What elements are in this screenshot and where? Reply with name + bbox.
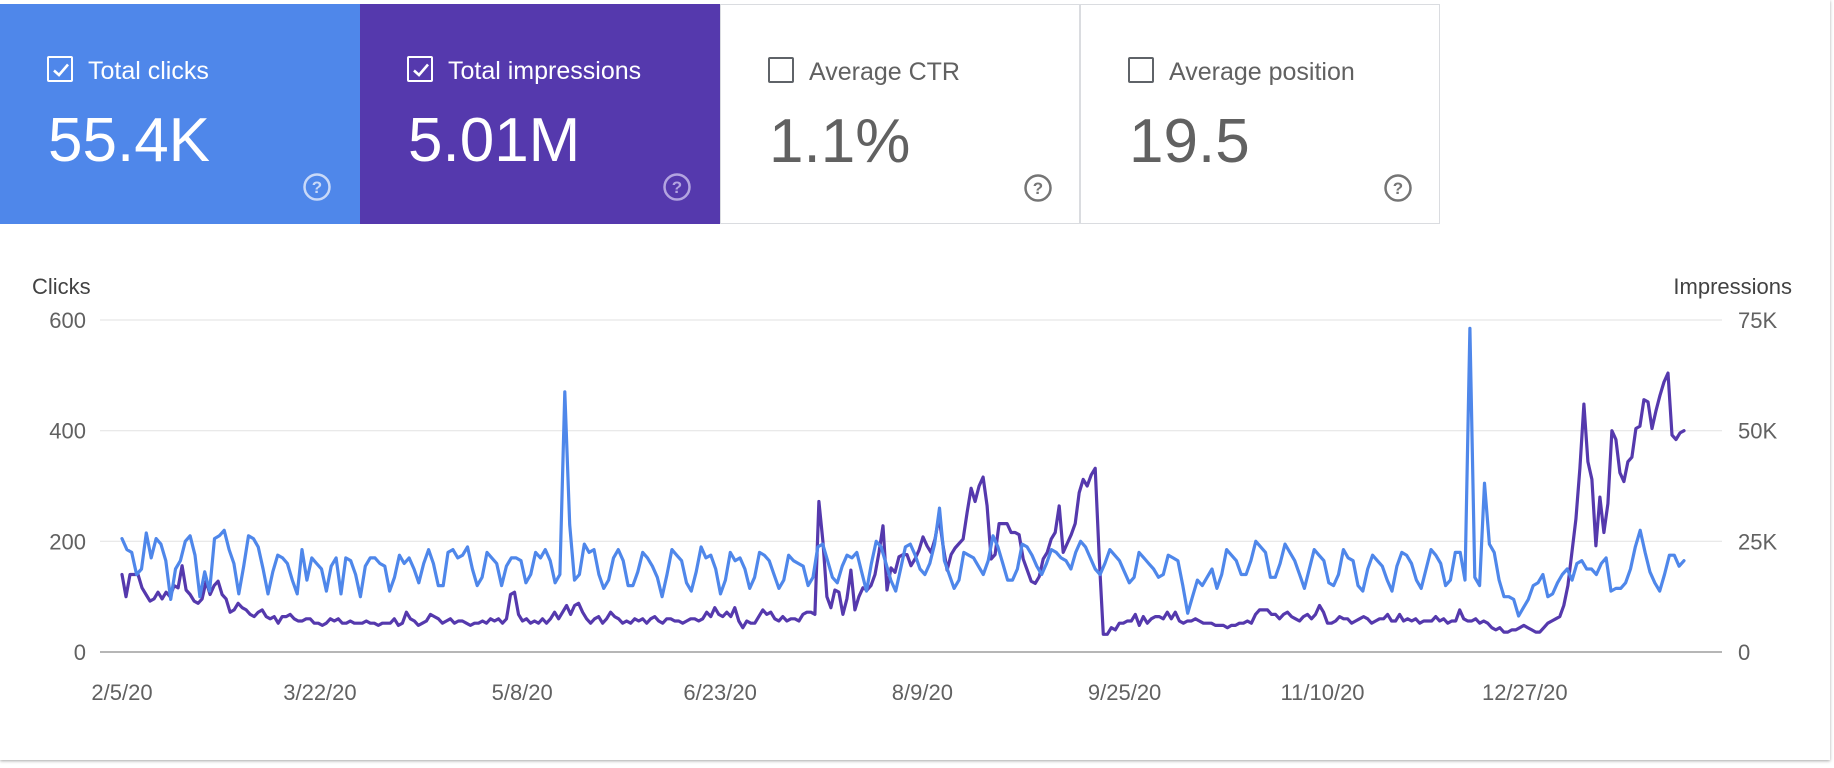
metric-cards: Total clicks 55.4K ? Total impressions 5…	[0, 4, 1440, 224]
y-axis-right-title: Impressions	[1673, 274, 1792, 299]
metric-value: 5.01M	[408, 106, 581, 175]
metric-label: Total clicks	[88, 57, 209, 85]
y-tick-label-left: 200	[49, 529, 86, 554]
y-tick-label-right: 75K	[1738, 308, 1777, 333]
x-tick-label: 11/10/20	[1281, 680, 1365, 705]
svg-text:?: ?	[1033, 179, 1043, 198]
metric-card-average-position[interactable]: Average position 19.5 ?	[1080, 4, 1440, 224]
y-tick-label-right: 0	[1738, 640, 1750, 665]
y-tick-label-left: 400	[49, 419, 86, 444]
y-axis-left-title: Clicks	[32, 274, 91, 299]
x-tick-label: 12/27/20	[1482, 680, 1568, 705]
series-line-total-clicks[interactable]	[120, 326, 1686, 618]
metric-value: 1.1%	[769, 107, 911, 176]
y-tick-label-right: 25K	[1738, 529, 1777, 554]
metric-value: 19.5	[1129, 107, 1250, 176]
x-tick-label: 3/22/20	[283, 680, 356, 705]
x-tick-label: 2/5/20	[91, 680, 152, 705]
checkbox-checked-icon[interactable]	[407, 56, 433, 82]
y-tick-label-left: 600	[49, 308, 86, 333]
help-circle-icon[interactable]: ?	[662, 172, 692, 202]
help-circle-icon[interactable]: ?	[1023, 173, 1053, 203]
svg-text:?: ?	[672, 178, 682, 197]
checkbox-unchecked-icon[interactable]	[1128, 57, 1154, 83]
metric-label: Average position	[1169, 58, 1355, 86]
metric-label: Average CTR	[809, 58, 960, 86]
checkbox-checked-icon[interactable]	[47, 56, 73, 82]
help-circle-icon[interactable]: ?	[1383, 173, 1413, 203]
x-tick-label: 8/9/20	[892, 680, 953, 705]
x-tick-label: 6/23/20	[683, 680, 756, 705]
svg-text:?: ?	[312, 178, 322, 197]
metric-card-total-clicks[interactable]: Total clicks 55.4K ?	[0, 4, 360, 224]
y-tick-label-left: 0	[74, 640, 86, 665]
x-tick-label: 9/25/20	[1088, 680, 1161, 705]
metric-card-total-impressions[interactable]: Total impressions 5.01M ?	[360, 4, 720, 224]
help-circle-icon[interactable]: ?	[302, 172, 332, 202]
metric-label: Total impressions	[448, 57, 642, 85]
series-line-total-impressions[interactable]	[120, 371, 1686, 636]
checkbox-unchecked-icon[interactable]	[768, 57, 794, 83]
performance-chart[interactable]: Clicks Impressions 0 200 400 600 0 25K 50K 75K…	[0, 260, 1834, 740]
x-tick-label: 5/8/20	[492, 680, 553, 705]
y-tick-label-right: 50K	[1738, 419, 1777, 444]
svg-text:?: ?	[1393, 179, 1403, 198]
metric-value: 55.4K	[48, 106, 211, 175]
metric-card-average-ctr[interactable]: Average CTR 1.1% ?	[720, 4, 1080, 224]
